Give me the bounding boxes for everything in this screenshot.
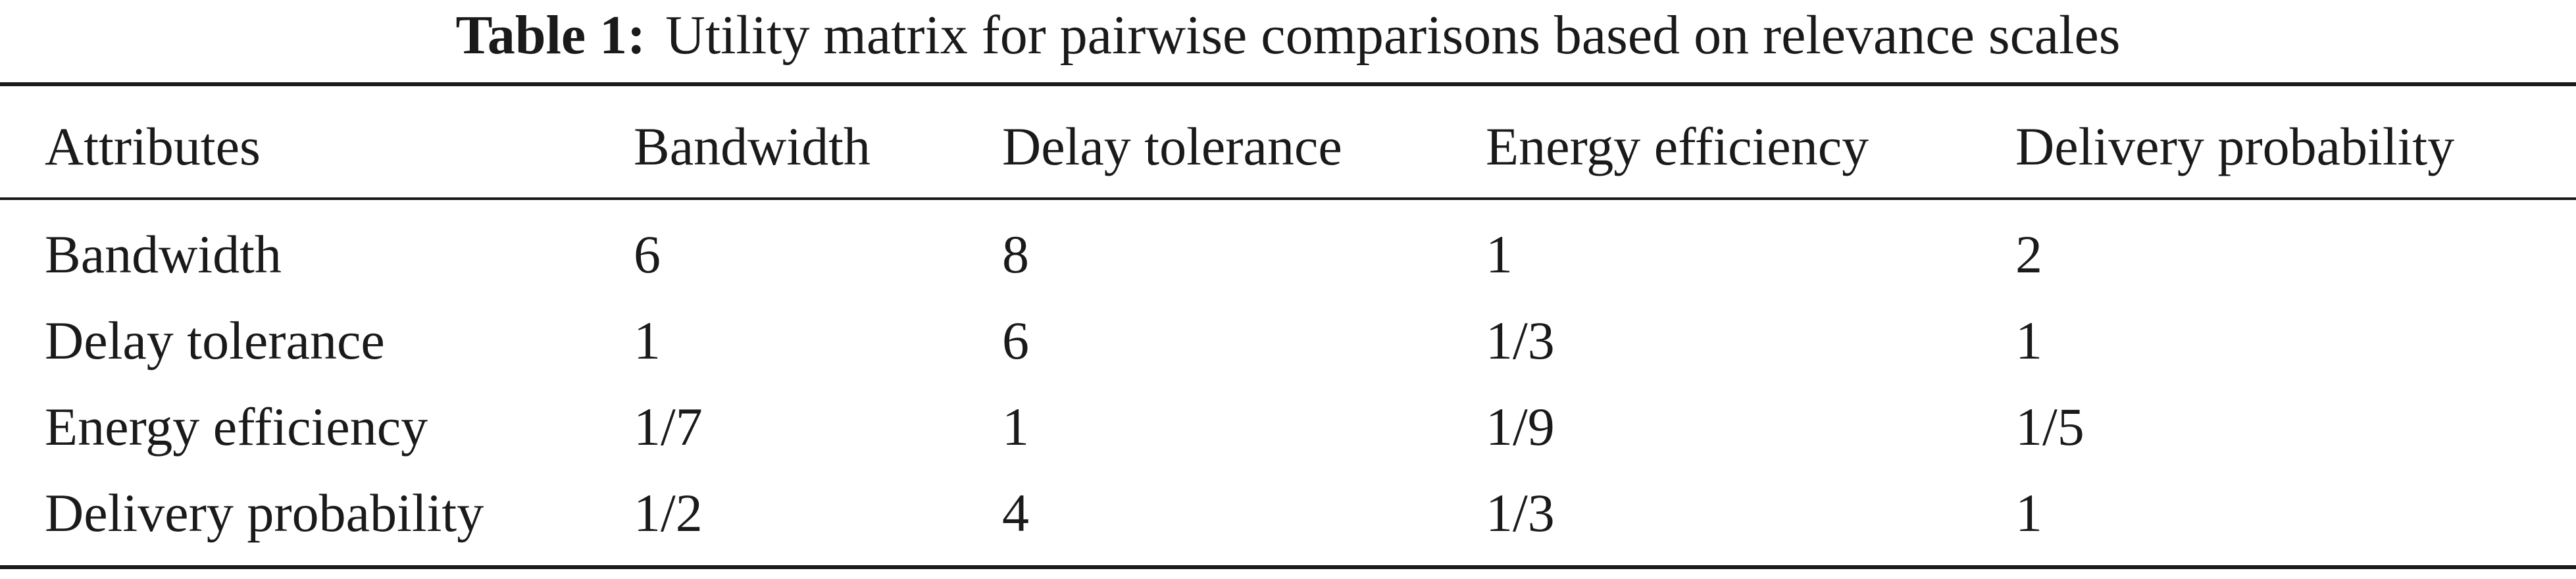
top-rule bbox=[0, 82, 2576, 86]
row-label: Bandwidth bbox=[45, 224, 282, 284]
column-header-delivery-probability: Delivery probability bbox=[2015, 116, 2455, 176]
table-cell: 8 bbox=[1002, 224, 1029, 284]
table-cell: 1 bbox=[634, 311, 661, 370]
table-cell: 6 bbox=[1002, 311, 1029, 370]
table-cell: 1/5 bbox=[2015, 397, 2084, 457]
table-row: Delay tolerance 1 6 1/3 1 bbox=[0, 298, 2576, 384]
column-header-bandwidth: Bandwidth bbox=[634, 116, 871, 176]
table-cell: 1/3 bbox=[1486, 483, 1555, 543]
column-header-energy-efficiency: Energy efficiency bbox=[1486, 116, 1869, 176]
table-cell: 1 bbox=[1002, 397, 1029, 457]
table-cell: 1/7 bbox=[634, 397, 703, 457]
table-row: Delivery probability 1/2 4 1/3 1 bbox=[0, 470, 2576, 556]
table-cell: 1 bbox=[1486, 224, 1513, 284]
bottom-rule bbox=[0, 565, 2576, 569]
row-label: Energy efficiency bbox=[45, 397, 428, 457]
table-cell: 4 bbox=[1002, 483, 1029, 543]
row-label: Delay tolerance bbox=[45, 311, 385, 370]
header-rule bbox=[0, 197, 2576, 200]
table-cell: 6 bbox=[634, 224, 661, 284]
table-cell: 2 bbox=[2015, 224, 2042, 284]
table-cell: 1/9 bbox=[1486, 397, 1555, 457]
caption-label: Table 1: bbox=[455, 5, 646, 66]
table-cell: 1/3 bbox=[1486, 311, 1555, 370]
header-row: Attributes Bandwidth Delay tolerance Ene… bbox=[0, 104, 2576, 189]
row-label: Delivery probability bbox=[45, 483, 484, 543]
table-cell: 1 bbox=[2015, 483, 2042, 543]
table-row: Energy efficiency 1/7 1 1/9 1/5 bbox=[0, 384, 2576, 470]
table-caption: Table 1: Utility matrix for pairwise com… bbox=[0, 0, 2576, 71]
table-cell: 1 bbox=[2015, 311, 2042, 370]
caption-text: Utility matrix for pairwise comparisons … bbox=[665, 5, 2121, 66]
column-header-attributes: Attributes bbox=[45, 116, 261, 176]
table-row: Bandwidth 6 8 1 2 bbox=[0, 212, 2576, 297]
table-cell: 1/2 bbox=[634, 483, 703, 543]
column-header-delay-tolerance: Delay tolerance bbox=[1002, 116, 1342, 176]
